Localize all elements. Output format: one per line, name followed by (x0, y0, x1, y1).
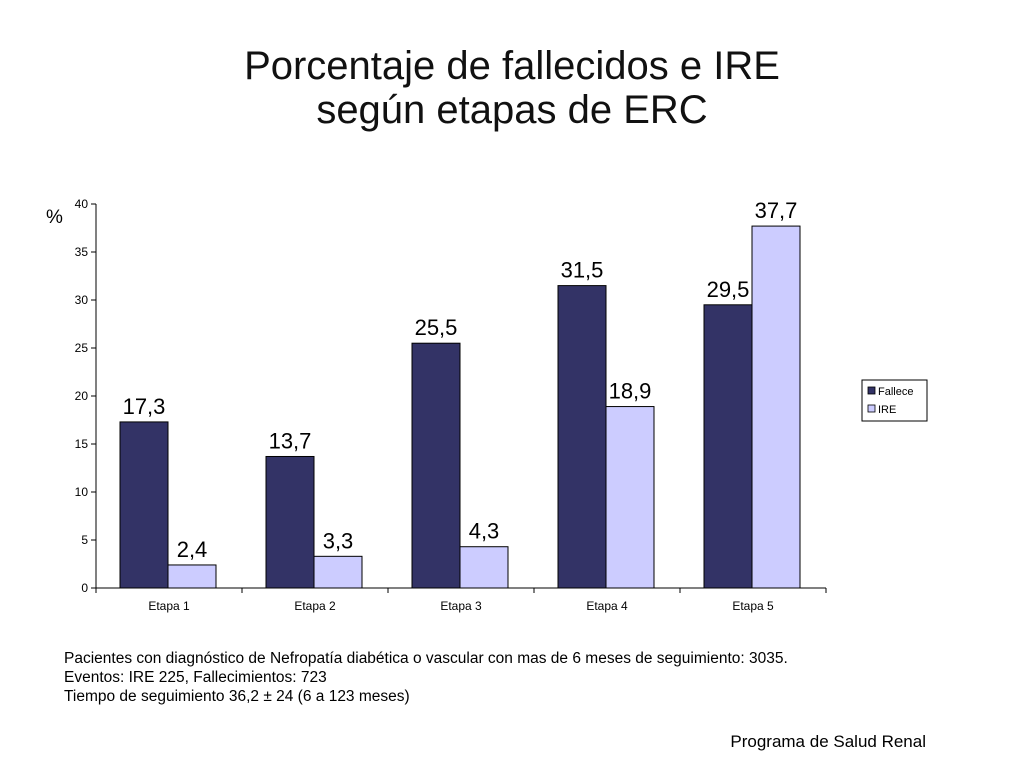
legend-swatch-ire (867, 404, 876, 413)
x-tick-label: Etapa 3 (440, 599, 482, 613)
y-tick-label: 25 (75, 341, 89, 355)
bar-fallece (411, 342, 461, 589)
data-label: 29,5 (707, 277, 750, 302)
x-tick-label: Etapa 1 (148, 599, 190, 613)
y-tick-label: 40 (75, 197, 89, 211)
bar-ire (313, 555, 363, 589)
slide-title: Porcentaje de fallecidos e IRE según eta… (0, 44, 1024, 132)
x-tick-label: Etapa 4 (586, 599, 628, 613)
data-label: 3,3 (323, 528, 354, 553)
bar-ire (167, 564, 217, 589)
legend-label-fallece: Fallece (878, 386, 913, 398)
y-tick-label: 30 (75, 293, 89, 307)
bar-ire (459, 546, 509, 589)
footer-credit: Programa de Salud Renal (730, 732, 926, 751)
notes: Pacientes con diagnóstico de Nefropatía … (64, 649, 788, 706)
data-label: 25,5 (415, 315, 458, 340)
y-tick-label: 5 (81, 533, 88, 547)
bar-fallece (119, 421, 169, 589)
y-tick-label: 20 (75, 389, 89, 403)
note-line-1: Pacientes con diagnóstico de Nefropatía … (64, 650, 788, 667)
data-label: 13,7 (269, 428, 312, 453)
legend: Fallece IRE (861, 379, 928, 422)
note-line-3: Tiempo de seguimiento 36,2 ± 24 (6 a 123… (64, 688, 410, 705)
note-line-2: Eventos: IRE 225, Fallecimientos: 723 (64, 669, 327, 686)
x-tick-label: Etapa 5 (732, 599, 774, 613)
data-label: 17,3 (123, 394, 166, 419)
title-line-1: Porcentaje de fallecidos e IRE (244, 44, 780, 88)
bar-fallece (557, 285, 607, 589)
legend-swatch-fallece (867, 386, 876, 395)
data-label: 4,3 (469, 519, 500, 544)
bar-fallece (703, 304, 753, 589)
bar-fallece (265, 455, 315, 589)
y-tick-label: 10 (75, 485, 89, 499)
y-tick-label: 0 (81, 581, 88, 595)
bar-ire (751, 225, 801, 589)
x-tick-label: Etapa 2 (294, 599, 336, 613)
y-axis-label: % (46, 207, 63, 228)
data-label: 2,4 (177, 537, 208, 562)
y-tick-label: 15 (75, 437, 89, 451)
plot-area: 0 5 10 15 20 25 30 35 40 17,3 2,4 Etapa 1 13,7 3,3 Eta… (75, 197, 827, 613)
y-tick-label: 35 (75, 245, 89, 259)
title-line-2: según etapas de ERC (316, 88, 708, 132)
data-label: 31,5 (561, 258, 604, 283)
bar-ire (605, 406, 655, 589)
data-label: 37,7 (755, 198, 798, 223)
legend-label-ire: IRE (878, 404, 896, 416)
data-label: 18,9 (609, 379, 652, 404)
